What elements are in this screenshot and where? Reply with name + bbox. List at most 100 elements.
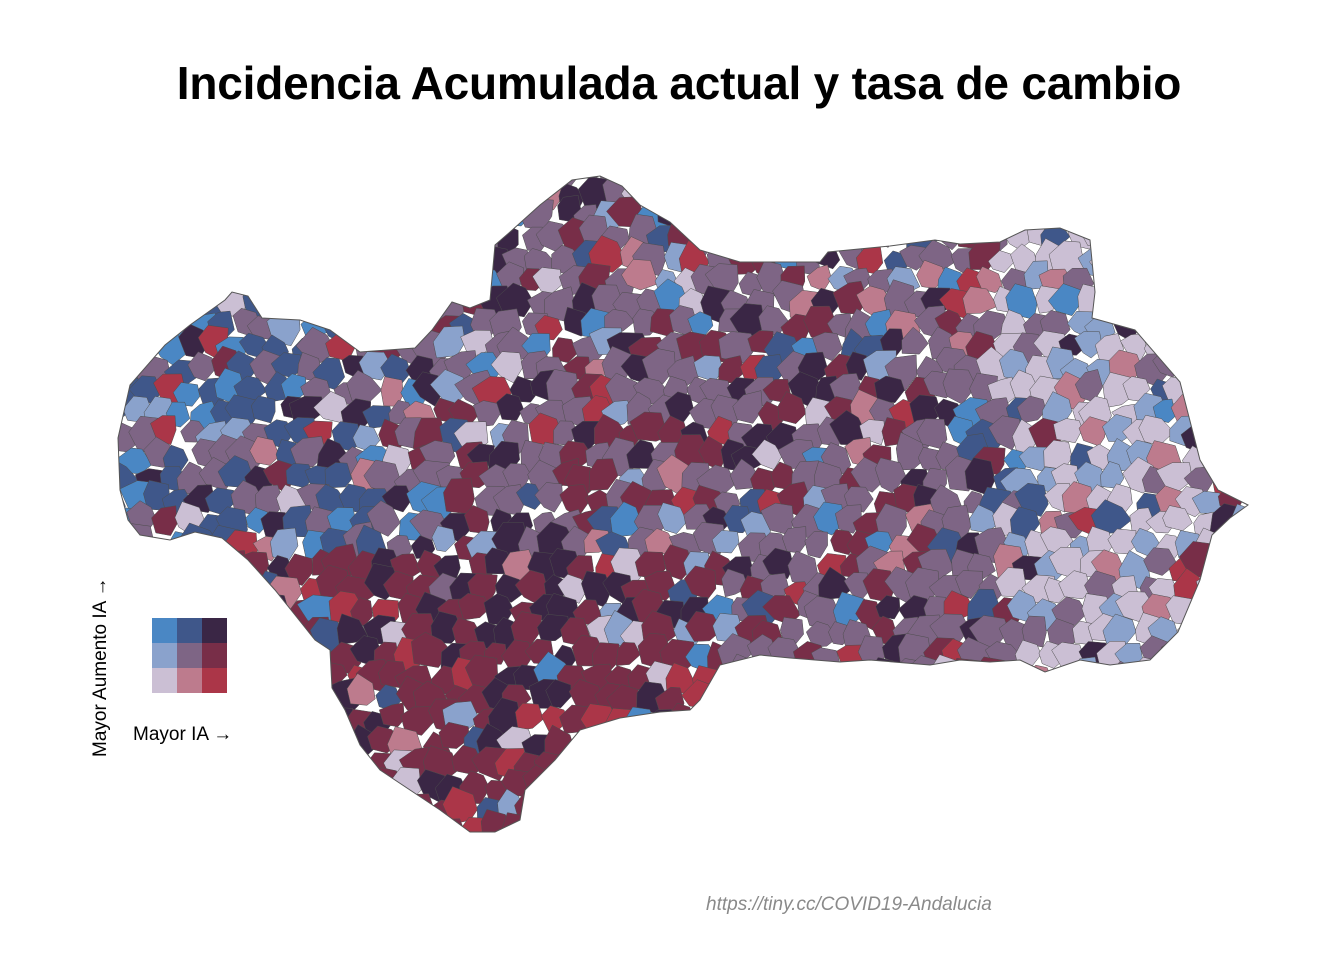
municipality-area bbox=[463, 201, 490, 229]
municipality-area bbox=[328, 196, 365, 229]
municipality-area bbox=[1151, 796, 1184, 827]
municipality-area bbox=[750, 790, 788, 821]
municipality-area bbox=[588, 458, 619, 491]
municipality-area bbox=[311, 728, 342, 765]
municipality-area bbox=[1186, 176, 1217, 184]
municipality-area bbox=[1186, 199, 1213, 232]
municipality-area bbox=[313, 176, 348, 214]
municipality-area bbox=[837, 176, 882, 213]
municipality-area bbox=[1044, 801, 1075, 826]
municipality-area bbox=[318, 746, 351, 780]
municipality-area bbox=[899, 176, 934, 193]
municipality-area bbox=[167, 213, 203, 249]
municipality-area bbox=[1107, 528, 1137, 555]
municipality-area bbox=[290, 436, 327, 469]
municipality-area bbox=[365, 788, 401, 820]
municipality-area bbox=[929, 775, 955, 805]
municipality-area bbox=[457, 592, 490, 621]
municipality-area bbox=[1021, 748, 1058, 781]
municipality-area bbox=[818, 763, 850, 796]
municipality-area bbox=[227, 575, 257, 609]
municipality-area bbox=[845, 351, 869, 381]
municipality-area bbox=[527, 795, 564, 829]
municipality-area bbox=[1200, 663, 1232, 691]
municipality-area bbox=[699, 813, 735, 832]
municipality-area bbox=[434, 818, 468, 832]
municipality-area bbox=[670, 752, 699, 785]
municipality-area bbox=[438, 721, 470, 749]
municipality-area bbox=[409, 290, 442, 319]
municipality-area bbox=[119, 571, 148, 597]
municipality-area bbox=[1137, 318, 1166, 341]
municipality-area bbox=[129, 286, 162, 319]
municipality-area bbox=[373, 292, 405, 321]
municipality-area bbox=[785, 683, 823, 717]
municipality-area bbox=[1043, 749, 1068, 775]
municipality-area bbox=[1162, 176, 1197, 181]
municipality-area bbox=[1179, 791, 1211, 818]
municipality-area bbox=[129, 327, 160, 356]
municipality-area bbox=[394, 242, 422, 272]
municipality-area bbox=[286, 683, 316, 708]
municipality-area bbox=[750, 770, 777, 801]
municipality-area bbox=[1124, 687, 1160, 716]
municipality-area bbox=[1199, 793, 1226, 819]
municipality-area bbox=[217, 198, 246, 225]
municipality-area bbox=[985, 675, 1019, 711]
municipality-area bbox=[165, 571, 192, 596]
municipality-area bbox=[982, 176, 1020, 186]
municipality-area bbox=[249, 436, 280, 466]
municipality-area bbox=[501, 812, 533, 832]
municipality-area bbox=[1217, 616, 1248, 648]
municipality-area bbox=[285, 246, 311, 276]
municipality-area bbox=[342, 176, 377, 212]
municipality-area bbox=[307, 285, 338, 316]
municipality-area bbox=[718, 753, 743, 781]
municipality-area bbox=[280, 772, 317, 806]
municipality-area bbox=[1206, 770, 1233, 799]
municipality-area bbox=[305, 238, 334, 277]
municipality-area bbox=[184, 259, 216, 294]
municipality-area bbox=[334, 220, 366, 248]
municipality-area bbox=[220, 248, 251, 277]
municipality-area bbox=[1034, 687, 1066, 714]
municipality-area bbox=[940, 178, 971, 209]
municipality-area bbox=[1214, 398, 1248, 429]
municipality-area bbox=[191, 176, 228, 193]
municipality-area bbox=[376, 304, 411, 339]
municipality-area bbox=[324, 462, 353, 489]
municipality-area bbox=[944, 197, 982, 225]
municipality-area bbox=[173, 553, 202, 584]
municipality-area bbox=[657, 194, 688, 228]
municipality-area bbox=[656, 770, 689, 800]
municipality-area bbox=[134, 818, 161, 832]
municipality-area bbox=[403, 793, 434, 817]
municipality-area bbox=[976, 793, 1006, 827]
municipality-area bbox=[1036, 814, 1068, 832]
municipality-area bbox=[745, 683, 778, 708]
municipality-area bbox=[876, 721, 912, 753]
municipality-area bbox=[282, 637, 313, 673]
municipality-area bbox=[586, 749, 616, 774]
municipality-area bbox=[850, 192, 883, 225]
municipality-area bbox=[735, 747, 763, 780]
municipality-area bbox=[119, 616, 146, 642]
municipality-area bbox=[371, 176, 411, 190]
municipality-area bbox=[736, 197, 778, 233]
municipality-area bbox=[171, 176, 202, 188]
municipality-area bbox=[816, 216, 857, 250]
municipality-area bbox=[875, 198, 907, 230]
municipality-area bbox=[820, 199, 846, 231]
municipality-area bbox=[284, 196, 310, 223]
municipality-area bbox=[1079, 728, 1105, 758]
municipality-area bbox=[118, 528, 124, 564]
municipality-area bbox=[299, 745, 332, 776]
municipality-area bbox=[243, 263, 279, 296]
municipality-area bbox=[806, 621, 838, 648]
municipality-area bbox=[1094, 702, 1123, 735]
municipality-area bbox=[1212, 424, 1240, 451]
municipality-area bbox=[1201, 756, 1228, 784]
municipality-area bbox=[118, 201, 140, 230]
municipality-area bbox=[1024, 706, 1054, 742]
municipality-area bbox=[1119, 721, 1156, 754]
